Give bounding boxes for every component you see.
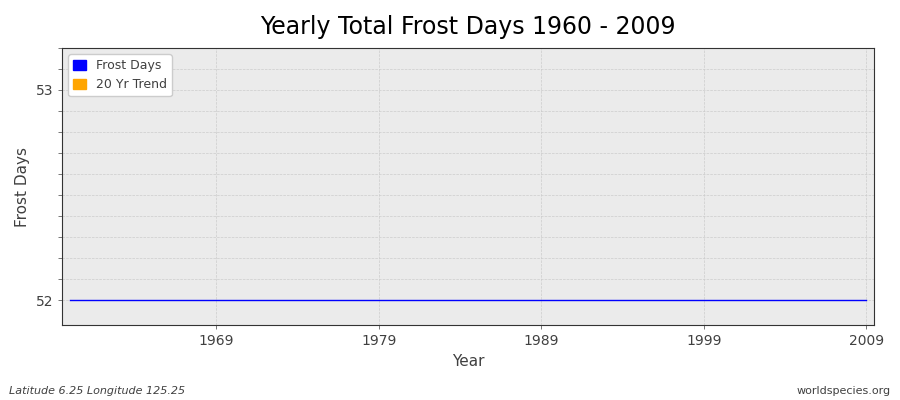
Legend: Frost Days, 20 Yr Trend: Frost Days, 20 Yr Trend <box>68 54 172 96</box>
Text: Latitude 6.25 Longitude 125.25: Latitude 6.25 Longitude 125.25 <box>9 386 185 396</box>
Y-axis label: Frost Days: Frost Days <box>15 147 30 227</box>
Text: worldspecies.org: worldspecies.org <box>796 386 891 396</box>
Title: Yearly Total Frost Days 1960 - 2009: Yearly Total Frost Days 1960 - 2009 <box>260 15 676 39</box>
X-axis label: Year: Year <box>452 354 484 369</box>
